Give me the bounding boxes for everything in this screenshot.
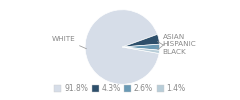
Text: ASIAN: ASIAN bbox=[158, 34, 185, 50]
Text: BLACK: BLACK bbox=[157, 41, 186, 55]
Text: HISPANIC: HISPANIC bbox=[156, 41, 196, 47]
Wedge shape bbox=[122, 47, 160, 54]
Wedge shape bbox=[122, 44, 160, 50]
Legend: 91.8%, 4.3%, 2.6%, 1.4%: 91.8%, 4.3%, 2.6%, 1.4% bbox=[51, 81, 189, 96]
Text: WHITE: WHITE bbox=[52, 36, 86, 49]
Wedge shape bbox=[122, 34, 160, 47]
Wedge shape bbox=[85, 10, 159, 84]
